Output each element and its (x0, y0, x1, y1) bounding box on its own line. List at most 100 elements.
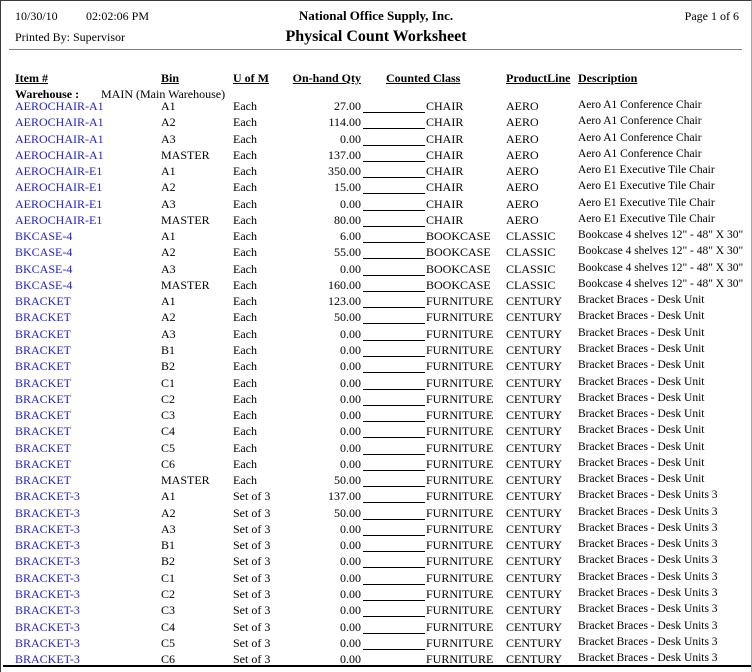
table-row: BRACKET C2 Each 0.00 FURNITURE CENTURY B… (1, 391, 751, 407)
bin-value: C1 (161, 375, 176, 390)
table-row: BRACKET A3 Each 0.00 FURNITURE CENTURY B… (1, 326, 751, 342)
description-value: Bracket Braces - Desk Unit (578, 424, 705, 437)
item-number-link[interactable]: BRACKET-3 (15, 619, 80, 634)
bin-value: A1 (161, 164, 176, 179)
productline-value: CENTURY (506, 408, 563, 423)
counted-blank-line (363, 441, 425, 455)
item-number-link[interactable]: AEROCHAIR-E1 (15, 196, 103, 211)
item-number-link[interactable]: BRACKET-3 (15, 489, 80, 504)
counted-blank-line (363, 408, 425, 423)
item-number-link[interactable]: BRACKET-3 (15, 603, 80, 618)
item-number-link[interactable]: BRACKET-3 (15, 586, 80, 601)
item-number-link[interactable]: BRACKET-3 (15, 505, 80, 520)
item-number-link[interactable]: BRACKET (15, 359, 72, 374)
productline-value: CENTURY (506, 619, 563, 634)
item-number-link[interactable]: BRACKET (15, 294, 72, 309)
uom-value: Each (233, 196, 257, 211)
bin-value: MASTER (161, 212, 210, 227)
productline-value: CENTURY (506, 473, 563, 488)
onhand-qty-value: 0.00 (340, 131, 361, 146)
item-number-link[interactable]: BRACKET (15, 473, 72, 488)
onhand-qty-value: 55.00 (334, 245, 361, 260)
onhand-qty-value: 123.00 (328, 294, 361, 309)
uom-value: Each (233, 375, 257, 390)
item-number-link[interactable]: BRACKET (15, 440, 72, 455)
uom-value: Each (233, 310, 257, 325)
description-value: Bracket Braces - Desk Units 3 (578, 538, 718, 551)
item-number-link[interactable]: BRACKET (15, 391, 72, 406)
item-number-link[interactable]: BRACKET (15, 375, 72, 390)
description-value: Bracket Braces - Desk Units 3 (578, 619, 718, 632)
item-number-link[interactable]: BRACKET (15, 310, 72, 325)
item-number-link[interactable]: AEROCHAIR-E1 (15, 212, 103, 227)
item-number-link[interactable]: BRACKET-3 (15, 652, 80, 667)
table-row: BRACKET-3 A1 Set of 3 137.00 FURNITURE C… (1, 488, 751, 504)
item-number-link[interactable]: BKCASE-4 (15, 277, 73, 292)
onhand-qty-value: 27.00 (334, 99, 361, 113)
item-number-link[interactable]: AEROCHAIR-E1 (15, 180, 103, 195)
onhand-qty-value: 0.00 (340, 652, 361, 667)
description-value: Bracket Braces - Desk Unit (578, 294, 705, 307)
onhand-qty-value: 0.00 (340, 456, 361, 471)
item-number-link[interactable]: BRACKET-3 (15, 521, 80, 536)
bin-value: C3 (161, 603, 176, 618)
counted-blank-line (363, 262, 425, 276)
class-value: FURNITURE (426, 342, 494, 357)
counted-blank-line (363, 652, 425, 667)
table-row: BRACKET-3 C6 Set of 3 0.00 FURNITURE CEN… (1, 651, 751, 667)
item-number-link[interactable]: BKCASE-4 (15, 261, 73, 276)
productline-value: CENTURY (506, 342, 563, 357)
productline-value: CENTURY (506, 375, 563, 390)
item-number-link[interactable]: BRACKET-3 (15, 538, 80, 553)
productline-value: CENTURY (506, 635, 563, 650)
table-row: BRACKET-3 C2 Set of 3 0.00 FURNITURE CEN… (1, 586, 751, 602)
description-value: Aero A1 Conference Chair (578, 131, 702, 144)
productline-value: CLASSIC (506, 245, 556, 260)
description-value: Bracket Braces - Desk Unit (578, 310, 705, 323)
uom-value: Each (233, 342, 257, 357)
item-number-link[interactable]: AEROCHAIR-E1 (15, 164, 103, 179)
item-number-link[interactable]: BRACKET-3 (15, 570, 80, 585)
report-date: 10/30/10 (15, 9, 58, 23)
item-number-link[interactable]: AEROCHAIR-A1 (15, 115, 104, 130)
item-number-link[interactable]: BKCASE-4 (15, 245, 73, 260)
onhand-qty-value: 137.00 (328, 147, 361, 162)
item-number-link[interactable]: BRACKET (15, 326, 72, 341)
productline-value: CENTURY (506, 456, 563, 471)
counted-blank-line (363, 522, 425, 536)
productline-value: AERO (506, 180, 539, 195)
class-value: FURNITURE (426, 603, 494, 618)
description-value: Bracket Braces - Desk Unit (578, 456, 705, 469)
counted-blank-line (363, 506, 425, 520)
item-number-link[interactable]: BRACKET (15, 424, 72, 439)
counted-blank-line (363, 571, 425, 585)
item-number-link[interactable]: BRACKET (15, 408, 72, 423)
bin-value: A2 (161, 310, 176, 325)
bin-value: MASTER (161, 277, 210, 292)
item-number-link[interactable]: BRACKET (15, 456, 72, 471)
table-row: BRACKET-3 C5 Set of 3 0.00 FURNITURE CEN… (1, 635, 751, 651)
class-value: FURNITURE (426, 391, 494, 406)
description-value: Aero E1 Executive Tile Chair (578, 164, 715, 177)
uom-value: Set of 3 (233, 603, 271, 618)
item-number-link[interactable]: AEROCHAIR-A1 (15, 131, 104, 146)
counted-blank-line (363, 245, 425, 260)
description-value: Aero E1 Executive Tile Chair (578, 212, 715, 225)
table-row: BRACKET C6 Each 0.00 FURNITURE CENTURY B… (1, 456, 751, 472)
item-number-link[interactable]: BRACKET (15, 342, 72, 357)
onhand-qty-value: 350.00 (328, 164, 361, 179)
item-number-link[interactable]: AEROCHAIR-A1 (15, 147, 104, 162)
item-number-link[interactable]: AEROCHAIR-A1 (15, 99, 104, 113)
onhand-qty-value: 0.00 (340, 554, 361, 569)
uom-value: Set of 3 (233, 554, 271, 569)
description-value: Bookcase 4 shelves 12" - 48" X 30" (578, 229, 744, 242)
onhand-qty-value: 0.00 (340, 570, 361, 585)
table-row: AEROCHAIR-A1 A2 Each 114.00 CHAIR AERO A… (1, 114, 751, 130)
productline-value: AERO (506, 99, 539, 113)
uom-value: Set of 3 (233, 505, 271, 520)
bin-value: A3 (161, 326, 176, 341)
item-number-link[interactable]: BRACKET-3 (15, 635, 80, 650)
item-number-link[interactable]: BKCASE-4 (15, 229, 73, 244)
item-number-link[interactable]: BRACKET-3 (15, 554, 80, 569)
